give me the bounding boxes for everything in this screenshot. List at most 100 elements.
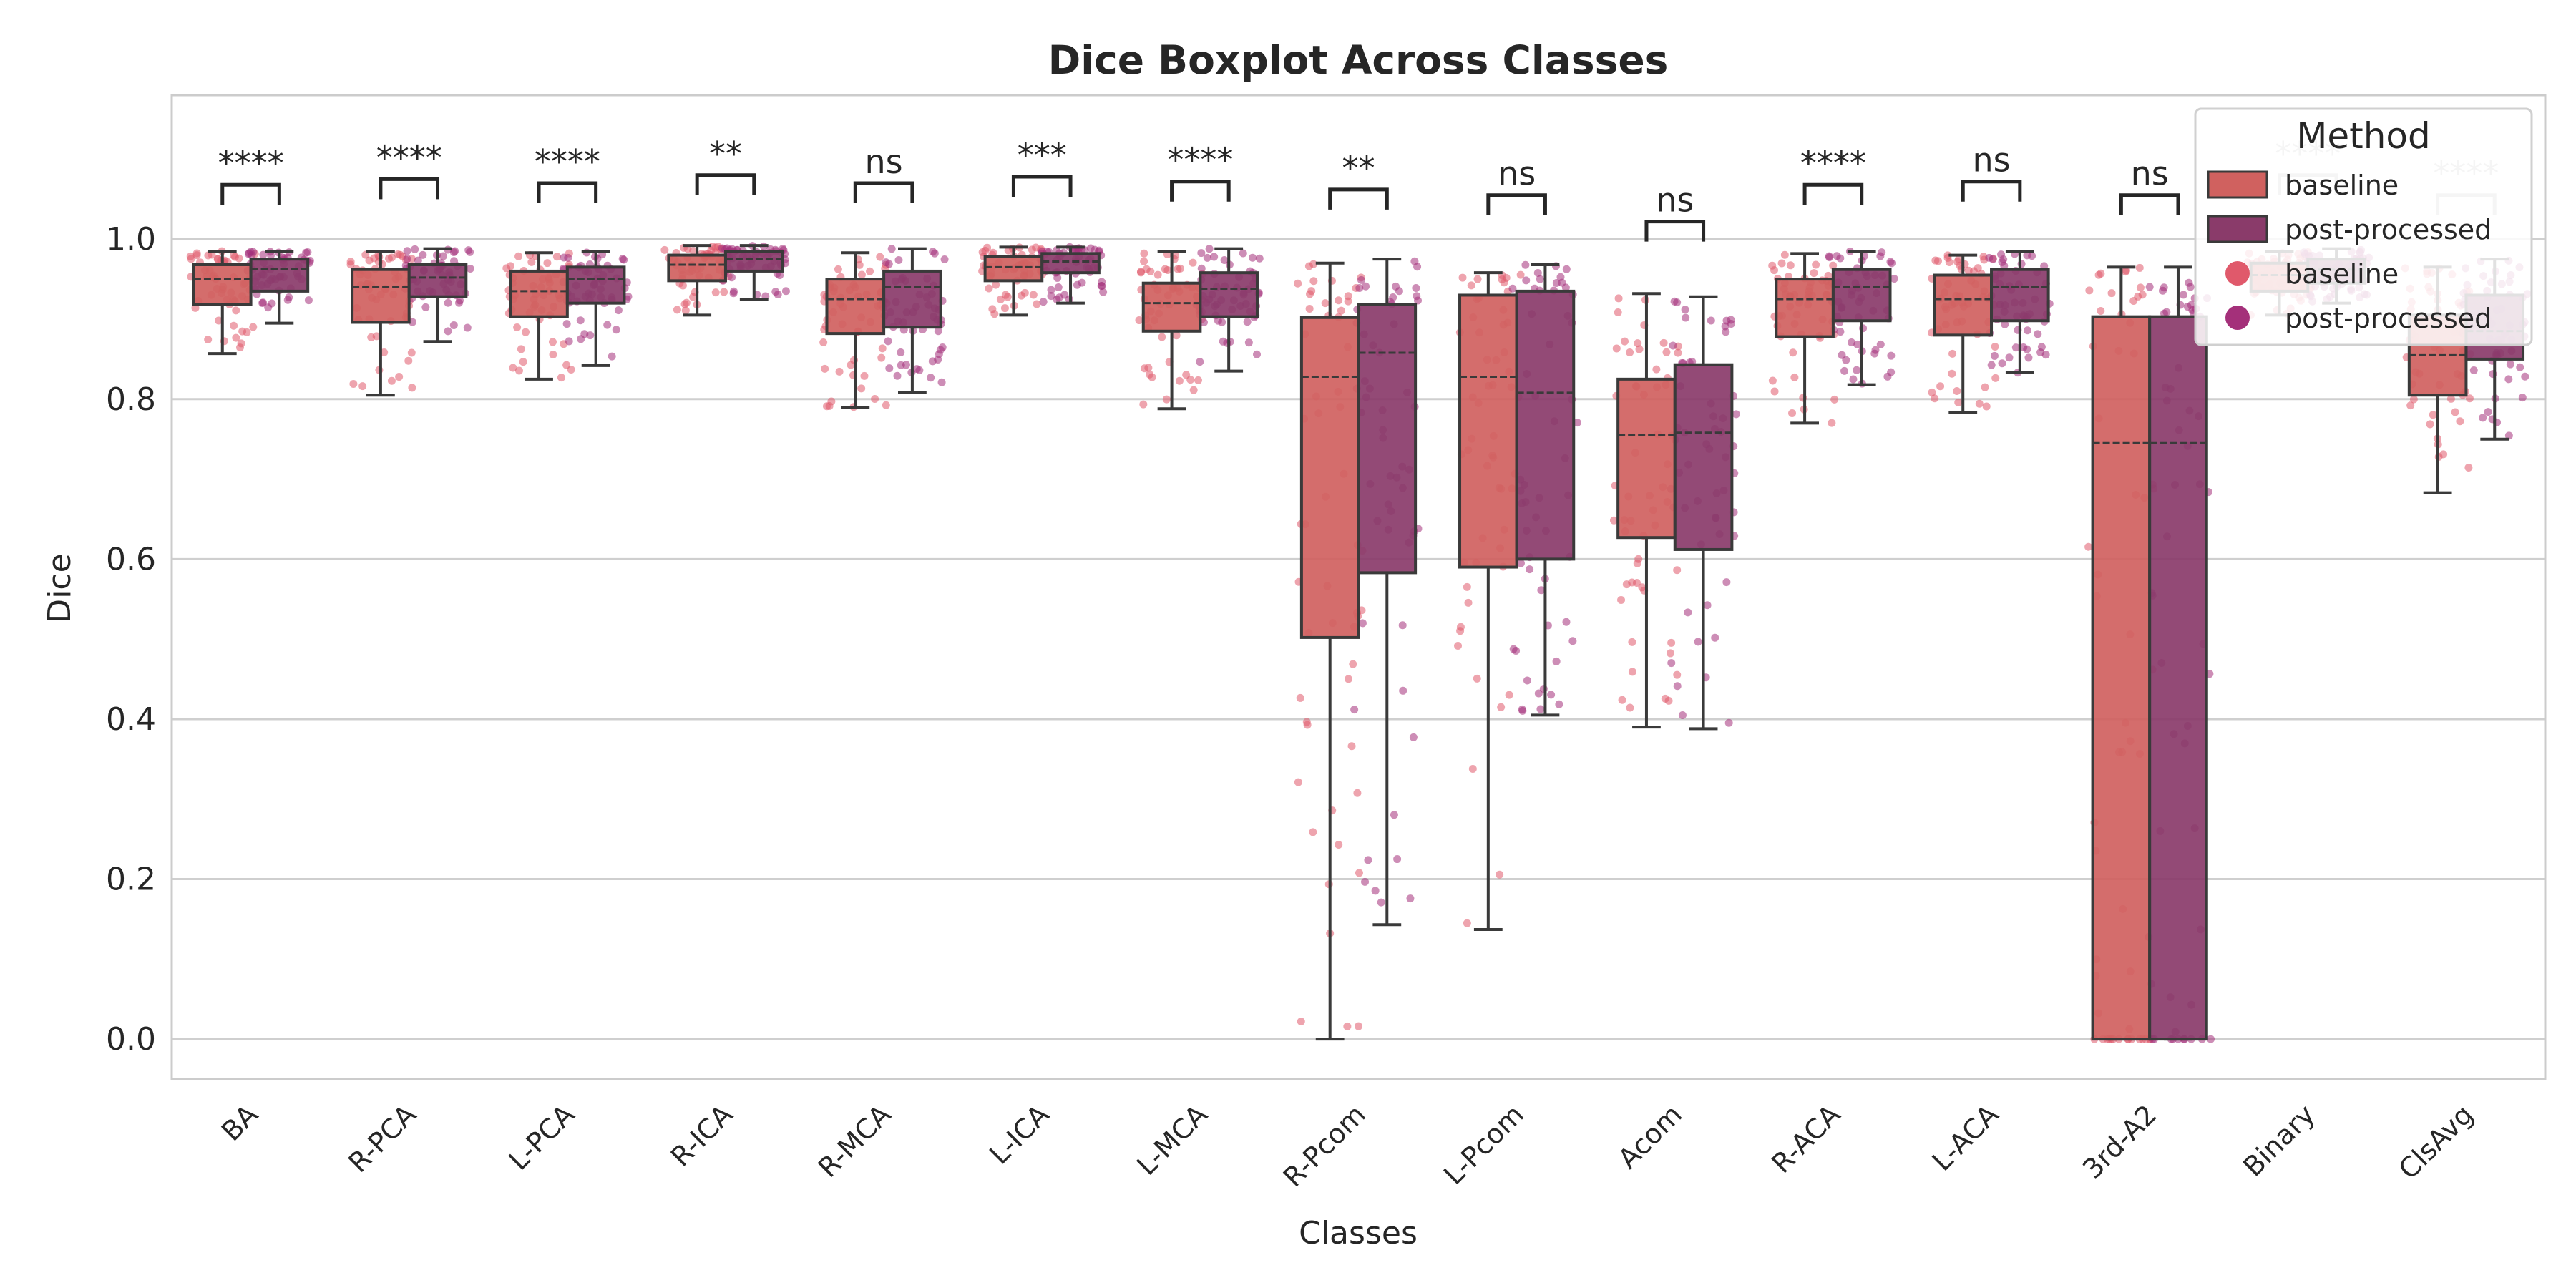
- significance-label: ns: [1498, 155, 1536, 193]
- data-point: [1678, 711, 1687, 719]
- data-point: [2097, 307, 2105, 316]
- data-point: [603, 321, 612, 329]
- data-point: [1681, 306, 1689, 314]
- data-point: [2451, 408, 2459, 416]
- data-point: [1936, 382, 1945, 391]
- data-point: [2429, 411, 2437, 419]
- box-baseline-R-MCA: [825, 278, 886, 336]
- data-point: [186, 252, 195, 260]
- data-point: [1721, 322, 1729, 331]
- data-point: [449, 321, 458, 329]
- data-point: [1098, 278, 1106, 286]
- data-point: [1033, 300, 1041, 308]
- data-point: [1361, 877, 1370, 886]
- data-point: [361, 250, 370, 259]
- significance-bracket: [379, 177, 440, 200]
- data-point: [2464, 463, 2473, 472]
- data-point: [1953, 258, 1962, 266]
- data-point: [232, 306, 240, 315]
- legend-label: baseline: [2285, 170, 2399, 201]
- data-point: [522, 328, 530, 336]
- data-point: [2185, 278, 2193, 287]
- significance-label: **: [709, 135, 742, 173]
- data-point: [1244, 338, 1253, 347]
- data-point: [1703, 601, 1712, 610]
- data-point: [2456, 417, 2464, 426]
- data-point: [560, 253, 568, 262]
- data-point: [1659, 338, 1668, 347]
- data-point: [771, 288, 780, 296]
- data-point: [1309, 828, 1317, 836]
- data-point: [1536, 705, 1545, 713]
- data-point: [1497, 703, 1506, 711]
- data-point: [1661, 694, 1669, 703]
- data-point: [1189, 386, 1198, 394]
- data-point: [989, 248, 997, 257]
- plot-frame: [170, 94, 2547, 1080]
- data-point: [527, 258, 536, 266]
- data-point: [1777, 259, 1786, 268]
- data-point: [1140, 249, 1148, 258]
- significance-label: ns: [865, 142, 903, 181]
- data-point: [1355, 869, 1363, 877]
- data-point: [367, 333, 376, 341]
- data-point: [1931, 394, 1939, 403]
- data-point: [689, 293, 698, 301]
- data-point: [1662, 348, 1671, 356]
- data-point: [2024, 353, 2033, 362]
- data-point: [728, 273, 736, 282]
- data-point: [894, 256, 903, 265]
- data-point: [1162, 395, 1171, 404]
- box-baseline-Acom: [1616, 377, 1677, 540]
- legend-swatch-point: [2225, 306, 2250, 330]
- legend-label: post-processed: [2285, 214, 2492, 245]
- data-point: [1933, 257, 1942, 265]
- data-point: [990, 310, 999, 318]
- data-point: [877, 353, 886, 362]
- data-point: [940, 255, 949, 263]
- box-post-processed-3rd-A2: [2148, 315, 2208, 1041]
- data-point: [1883, 372, 1892, 381]
- data-point: [673, 306, 681, 314]
- significance-bracket: [2119, 193, 2180, 215]
- data-point: [1347, 742, 1356, 751]
- data-point: [885, 364, 894, 373]
- data-point: [1146, 370, 1154, 379]
- data-point: [421, 303, 430, 311]
- data-point: [1000, 304, 1009, 313]
- data-point: [1876, 340, 1885, 348]
- data-point: [258, 299, 267, 308]
- data-point: [2107, 289, 2116, 298]
- data-point: [1552, 279, 1561, 288]
- data-point: [387, 253, 396, 262]
- data-point: [1534, 689, 1543, 698]
- data-point: [1377, 898, 1385, 907]
- data-point: [1707, 316, 1715, 325]
- data-point: [819, 338, 828, 347]
- data-point: [1055, 293, 1063, 302]
- data-point: [897, 348, 905, 356]
- data-point: [1562, 265, 1571, 273]
- data-point: [2439, 450, 2448, 459]
- box-baseline-R-ACA: [1775, 278, 1835, 338]
- data-point: [1398, 621, 1407, 630]
- data-point: [1943, 251, 1952, 260]
- chart-title: Dice Boxplot Across Classes: [1048, 37, 1669, 83]
- data-point: [1508, 284, 1517, 293]
- data-point: [230, 321, 238, 330]
- data-point: [1412, 284, 1420, 293]
- data-point: [1533, 268, 1542, 277]
- data-point: [1828, 419, 1836, 427]
- data-point: [1099, 288, 1108, 296]
- data-point: [1364, 856, 1372, 864]
- data-point: [1458, 273, 1467, 282]
- data-point: [1039, 298, 1048, 306]
- data-point: [419, 250, 427, 259]
- data-point: [1537, 586, 1546, 595]
- data-point: [1842, 356, 1850, 364]
- data-point: [1928, 388, 1936, 396]
- significance-bracket: [1328, 187, 1389, 210]
- data-point: [1682, 313, 1690, 322]
- data-point: [1505, 691, 1513, 699]
